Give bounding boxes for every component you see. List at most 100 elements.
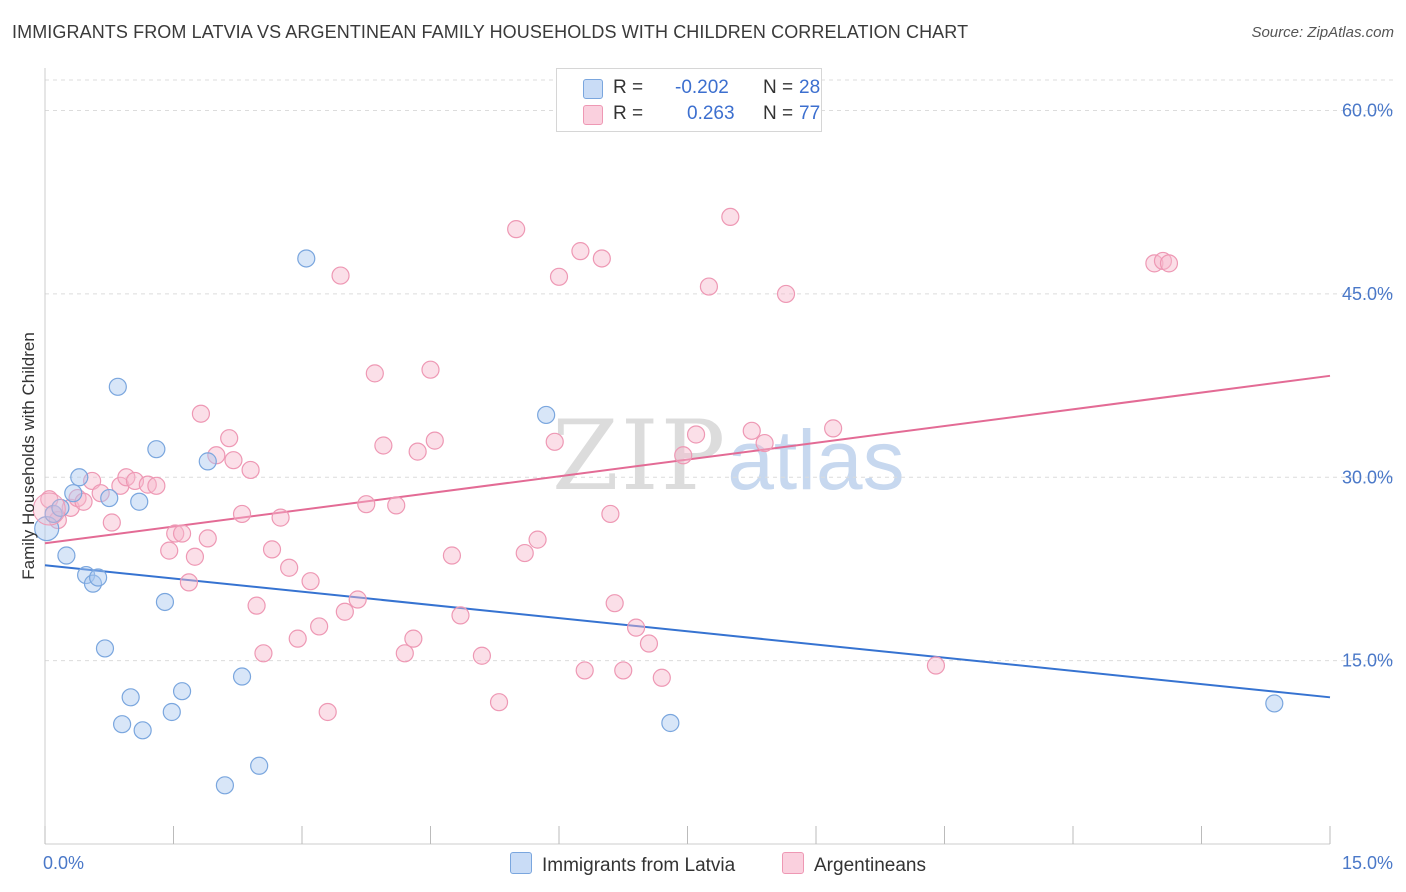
data-point (191, 404, 211, 423)
data-point (404, 629, 423, 648)
data-point (89, 568, 108, 587)
data-point (70, 468, 89, 487)
watermark: ZIPatlas (552, 400, 905, 512)
y-tick-label: 60.0% (1342, 101, 1393, 121)
chart-title: IMMIGRANTS FROM LATVIA VS ARGENTINEAN FA… (12, 22, 969, 42)
data-point (224, 451, 243, 470)
data-point (742, 421, 761, 440)
data-point (250, 756, 269, 775)
data-point (626, 618, 646, 637)
bottom-legend-argentineans: Argentineans (782, 852, 926, 877)
data-point (288, 629, 307, 648)
data-point (451, 606, 470, 625)
data-point (160, 541, 179, 560)
data-point (639, 634, 659, 653)
data-point (335, 602, 354, 621)
data-point (614, 661, 633, 680)
data-point (162, 702, 181, 722)
data-point (661, 713, 680, 733)
data-point (374, 436, 393, 455)
data-point (112, 715, 132, 734)
data-point (91, 484, 110, 503)
data-point (926, 656, 946, 675)
data-point (64, 484, 83, 503)
data-point (1159, 254, 1179, 273)
data-point (489, 693, 509, 712)
data-point (179, 573, 199, 592)
bottom-legend-label-latvia: Immigrants from Latvia (542, 855, 736, 876)
y-axis-label: Family Households with Children (19, 332, 38, 580)
data-point (102, 513, 121, 532)
legend-r-label: R = (613, 103, 644, 124)
data-point (408, 442, 427, 461)
legend-swatch-argentineans (583, 105, 603, 125)
data-point (262, 540, 282, 559)
data-point (387, 496, 406, 515)
bottom-legend-label-argentineans: Argentineans (814, 855, 926, 876)
x-tick-label: 15.0% (1342, 853, 1393, 873)
source-credit: Source: ZipAtlas.com (1251, 24, 1394, 41)
data-point (421, 360, 440, 379)
trend-lines (44, 374, 1331, 699)
data-point (549, 267, 569, 286)
data-point (220, 429, 239, 448)
data-point (425, 431, 444, 450)
trend-line (44, 564, 1331, 699)
data-point (232, 667, 252, 686)
data-point (592, 249, 611, 268)
grid-lines (45, 79, 1394, 662)
data-point (537, 405, 556, 425)
data-point (32, 492, 66, 526)
data-point (348, 590, 367, 609)
legend-n-label: N = (763, 103, 794, 124)
data-point (331, 266, 350, 285)
data-point (95, 639, 115, 658)
data-point (721, 207, 740, 227)
data-point (155, 592, 175, 612)
data-point (172, 524, 192, 543)
data-point (147, 476, 166, 495)
data-point (395, 644, 414, 663)
data-point (301, 572, 320, 591)
data-point (100, 488, 119, 508)
data-point (674, 446, 693, 465)
data-point (241, 460, 260, 480)
bottom-legend-swatch-latvia (510, 852, 532, 874)
data-point (57, 546, 76, 565)
data-point (472, 646, 491, 665)
data-point (166, 524, 185, 543)
data-points (32, 207, 1284, 795)
legend-n-label: N = (763, 77, 794, 98)
data-point (130, 492, 149, 511)
trend-line (44, 374, 1331, 545)
bottom-legend-swatch-argentineans (782, 852, 804, 874)
data-point (652, 668, 671, 687)
legend-swatch-latvia (583, 79, 603, 99)
data-point (297, 249, 316, 268)
data-point (824, 419, 843, 438)
data-point (247, 596, 266, 615)
data-point (147, 440, 166, 459)
axes (44, 68, 1331, 845)
data-point (271, 508, 290, 527)
legend-r-label: R = (613, 77, 644, 98)
data-point (318, 702, 337, 722)
y-tick-label: 30.0% (1342, 467, 1393, 487)
watermark-zip: ZIP (552, 400, 728, 512)
data-point (133, 721, 152, 740)
tick-labels: 15.0% 30.0% 45.0% 60.0% 0.0% 15.0% (43, 101, 1393, 873)
data-point (507, 220, 526, 239)
data-point (528, 530, 547, 549)
data-point (44, 504, 63, 524)
data-point (254, 644, 273, 663)
legend-n-value: 77 (799, 103, 821, 124)
legend-r-value: 0.263 (687, 103, 735, 124)
data-point (571, 242, 590, 261)
data-point (357, 495, 376, 514)
data-point (365, 364, 384, 383)
data-point (280, 558, 299, 577)
data-point (605, 594, 624, 613)
data-point (232, 504, 252, 524)
data-point (121, 688, 140, 707)
